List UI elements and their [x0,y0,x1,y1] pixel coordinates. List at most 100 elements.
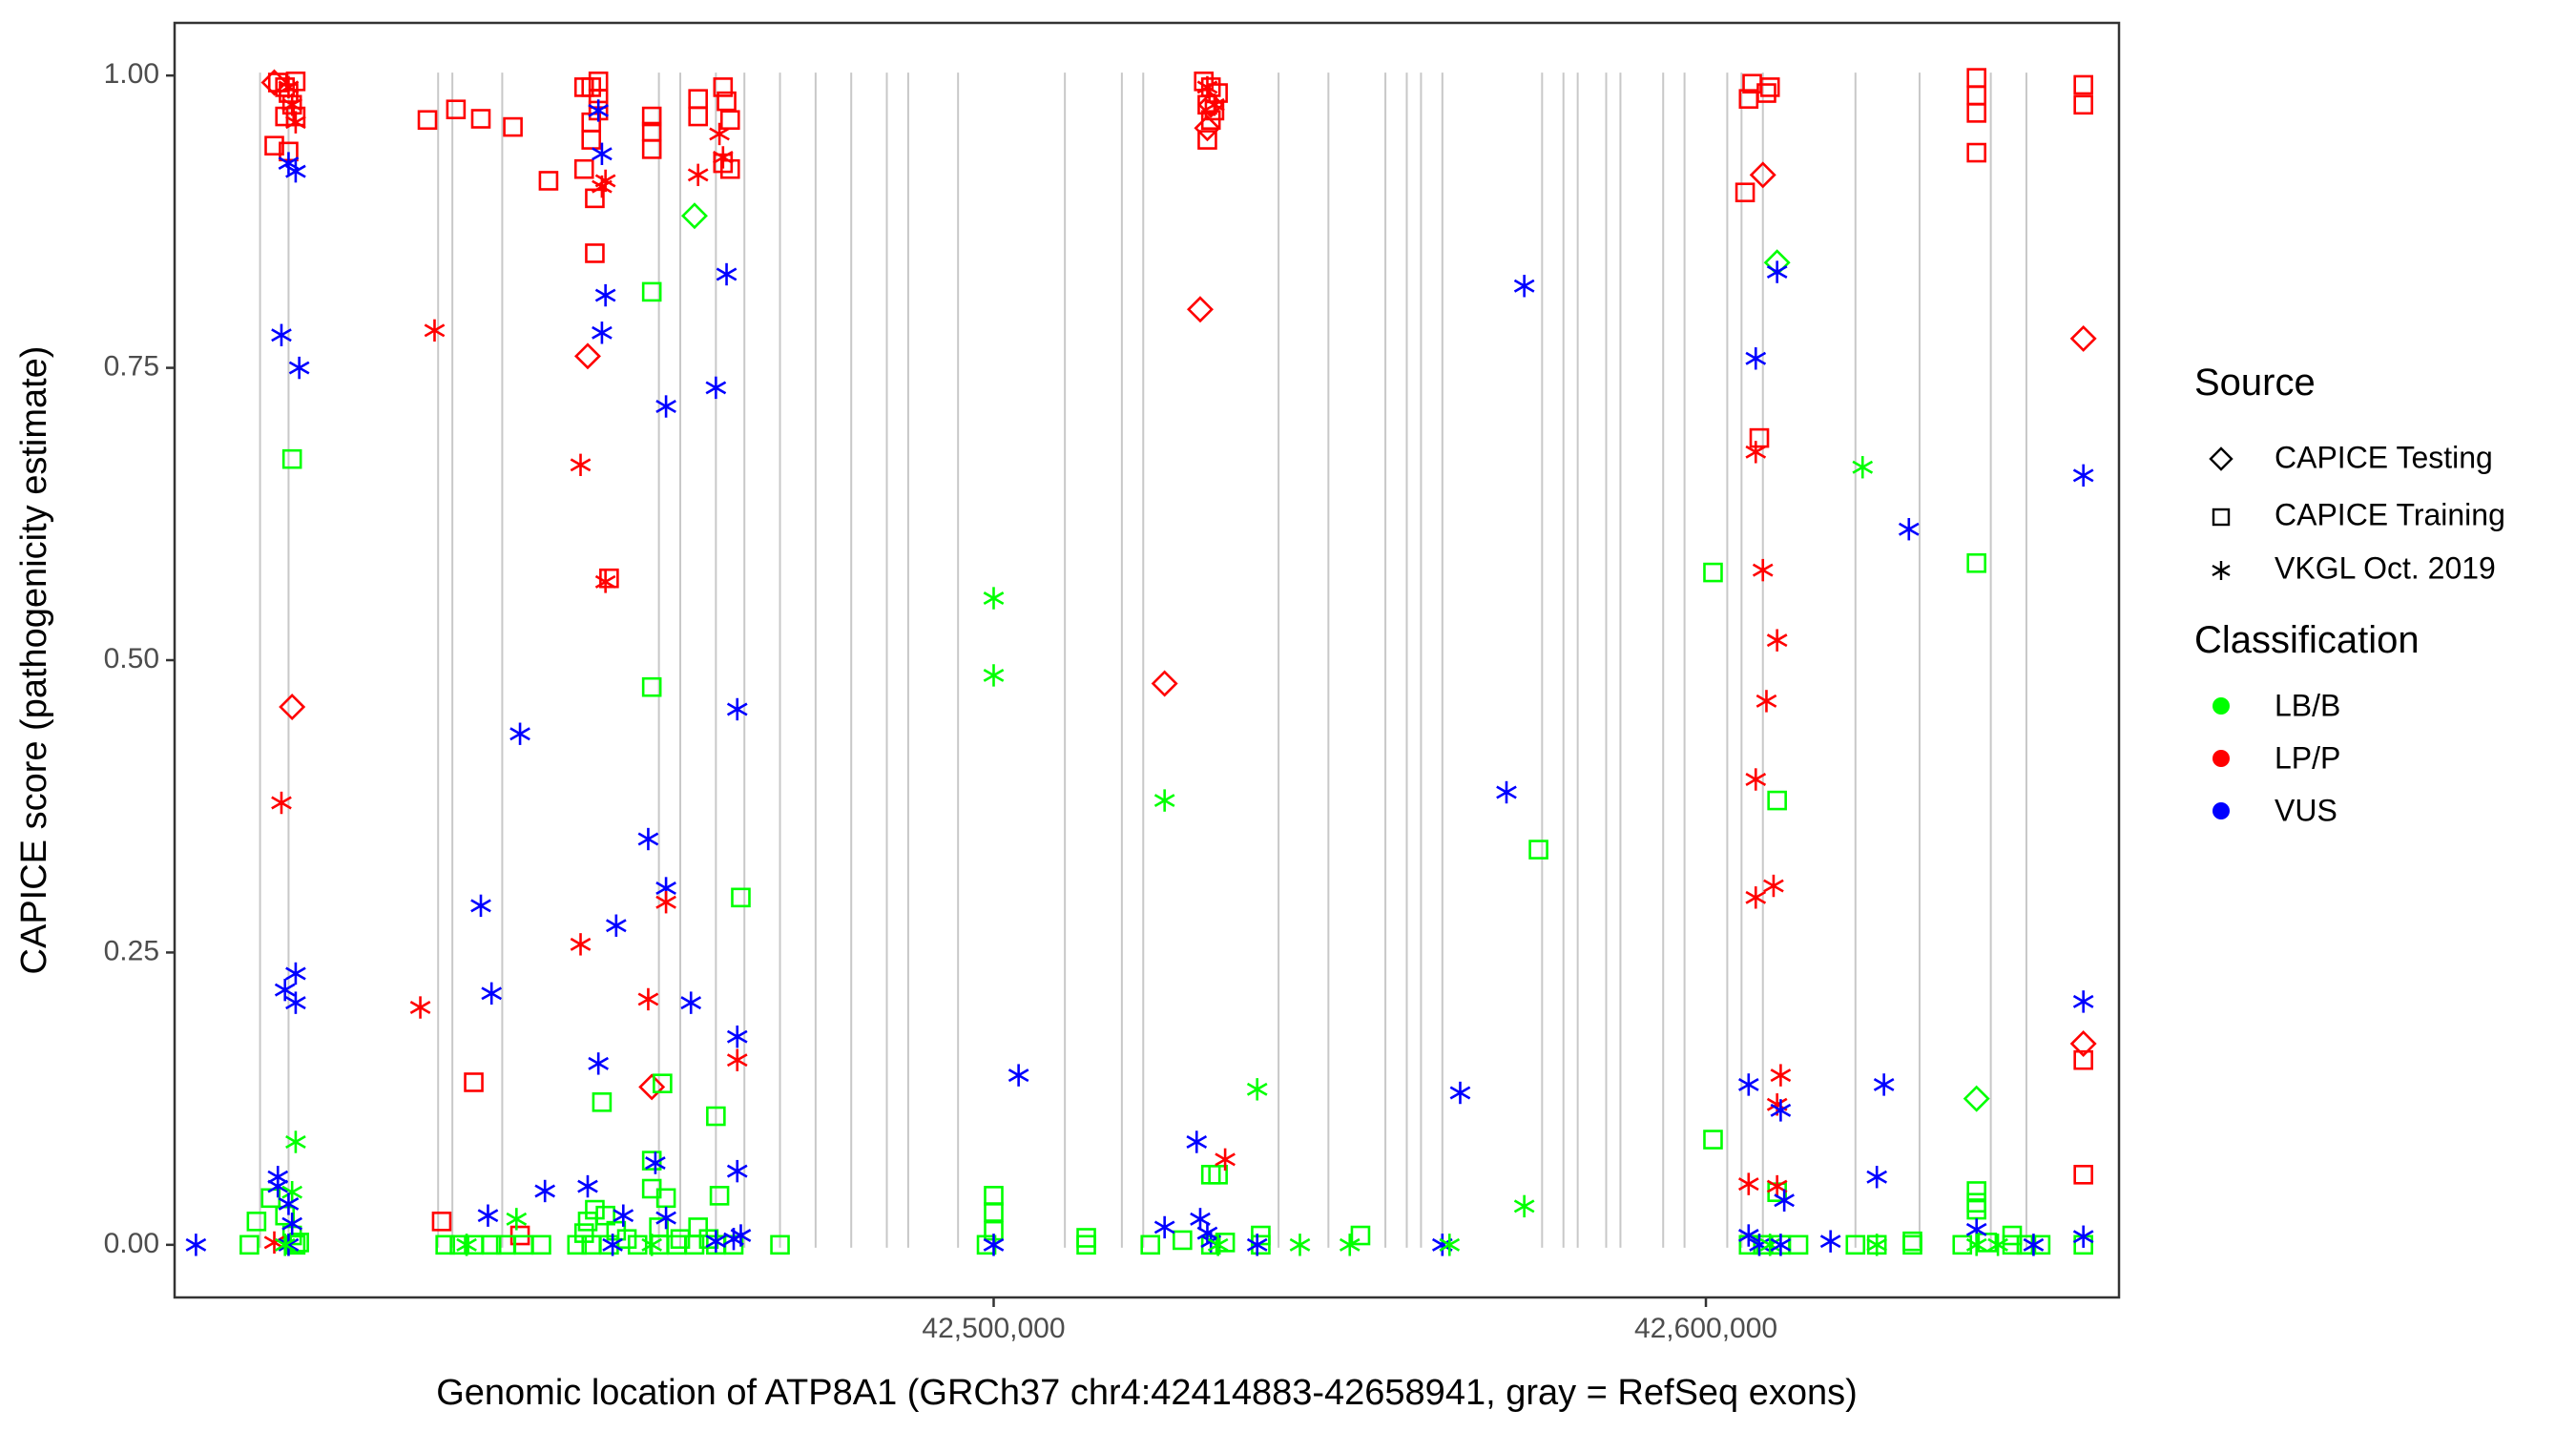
point-square [435,1234,455,1255]
point-square [567,1234,588,1255]
point-asterisk [409,996,431,1019]
point-square [470,109,491,129]
blue-dot-icon [2212,802,2230,819]
point-asterisk [730,1224,752,1247]
point-asterisk [983,664,1005,687]
point-square [709,1186,730,1206]
point-square [585,1199,605,1220]
legend-label-vkgl: VKGL Oct. 2019 [2275,550,2496,585]
point-asterisk [726,1048,748,1071]
point-square [599,1234,619,1255]
x-tick-label: 42,500,000 [922,1313,1065,1344]
point-asterisk [588,99,610,122]
y-tick-label: 0.00 [104,1228,159,1259]
point-asterisk [705,1230,727,1253]
point-square [481,1234,502,1255]
point-square [670,1229,691,1250]
point-square [1703,562,1723,583]
point-asterisk [602,1234,623,1256]
point-asterisk [285,962,306,985]
point-square [1173,1230,1193,1251]
point-asterisk [477,1204,499,1227]
legend-label-capice-training: CAPICE Training [2275,497,2505,531]
legend-item-vus: VUS [2212,793,2337,827]
legend-item-capice-testing: CAPICE Testing [2209,440,2493,474]
point-asterisk [1439,1234,1461,1256]
point-asterisk [2023,1234,2045,1256]
point-square [2073,94,2093,115]
point-square [446,99,467,120]
point-asterisk [481,982,503,1006]
point-diamond [1963,1085,1990,1112]
point-asterisk [1196,75,1218,99]
legend-item-capice-training: CAPICE Training [2212,497,2505,531]
point-asterisk [281,1213,303,1235]
point-asterisk [2072,464,2094,487]
point-asterisk [509,722,530,745]
point-asterisk [271,791,292,815]
point-square [1350,1225,1371,1246]
point-asterisk [588,1052,610,1075]
diamond-icon [2209,446,2233,471]
point-asterisk [1745,441,1767,464]
legend-label-vus: VUS [2275,793,2337,827]
point-asterisk [637,987,659,1011]
square-icon [2212,508,2231,527]
point-square [281,448,302,469]
point-square [246,1212,267,1232]
legend-label-capice-testing: CAPICE Testing [2275,440,2493,474]
point-asterisk [1186,1130,1208,1153]
point-square [1966,103,1986,123]
point-diamond [1749,161,1776,189]
point-asterisk [278,1192,300,1215]
point-diamond [638,1073,666,1101]
point-square [581,77,602,97]
point-asterisk [983,587,1005,610]
point-square [573,158,594,179]
legend: Source CAPICE Testing CAPICE Training VK… [2194,362,2505,827]
point-asterisk [2072,990,2094,1013]
point-asterisk [285,1130,306,1153]
point-square [1251,1234,1271,1255]
point-asterisk [1745,768,1767,791]
point-diamond [279,694,306,721]
point-square [1076,1234,1096,1255]
point-asterisk [606,914,627,937]
point-asterisk [716,262,737,286]
point-square [627,1234,648,1255]
point-asterisk [1737,1073,1759,1096]
y-axis: 0.00 0.25 0.50 0.75 1.00 [104,58,175,1259]
point-square [1845,1234,1866,1255]
point-square [641,106,662,127]
point-asterisk [1008,1064,1029,1087]
point-asterisk [285,111,306,134]
point-asterisk [2072,1225,2094,1248]
point-asterisk [1763,874,1784,898]
legend-item-vkgl: VKGL Oct. 2019 [2212,550,2496,585]
point-asterisk [680,991,702,1014]
point-square [641,676,662,697]
point-asterisk [655,891,676,914]
point-asterisk [456,1234,477,1256]
point-square [1759,77,1780,97]
red-dot-icon [2212,750,2230,767]
point-square [684,1234,705,1255]
point-square [655,1188,676,1209]
legend-classification-title: Classification [2194,619,2420,661]
point-asterisk [285,159,306,183]
legend-item-lbb: LB/B [2212,688,2340,722]
point-asterisk [267,1174,289,1198]
point-asterisk [1770,1099,1792,1122]
point-square [538,171,559,191]
point-asterisk [424,319,446,342]
point-asterisk [1770,1064,1792,1087]
point-square [1767,790,1787,811]
point-asterisk [637,827,659,851]
point-asterisk [281,93,303,116]
point-square [713,77,734,97]
point-asterisk [594,570,616,593]
point-diamond [1194,114,1221,142]
point-square [264,135,284,156]
point-asterisk [1766,629,1788,652]
